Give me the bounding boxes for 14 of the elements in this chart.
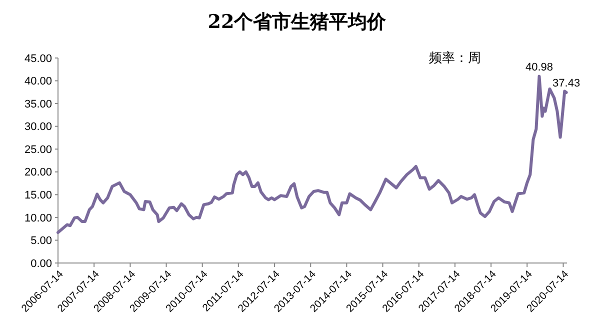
y-tick-label: 20.00 (24, 166, 52, 179)
y-tick-label: 30.00 (24, 121, 52, 134)
y-tick-label: 45.00 (24, 52, 52, 65)
annotation: 37.43 (552, 77, 580, 90)
y-tick-label: 0.00 (30, 258, 52, 270)
y-tick-label: 5.00 (30, 235, 52, 248)
annotation: 频率：周 (429, 50, 481, 65)
y-tick-label: 40.00 (24, 76, 52, 88)
chart-title: 22个省市生猪平均价 (208, 11, 388, 33)
y-tick-label: 25.00 (24, 144, 52, 156)
y-tick-label: 10.00 (24, 212, 52, 224)
y-tick-label: 15.00 (24, 190, 52, 202)
annotation: 40.98 (525, 61, 554, 74)
y-tick-label: 35.00 (24, 98, 52, 110)
